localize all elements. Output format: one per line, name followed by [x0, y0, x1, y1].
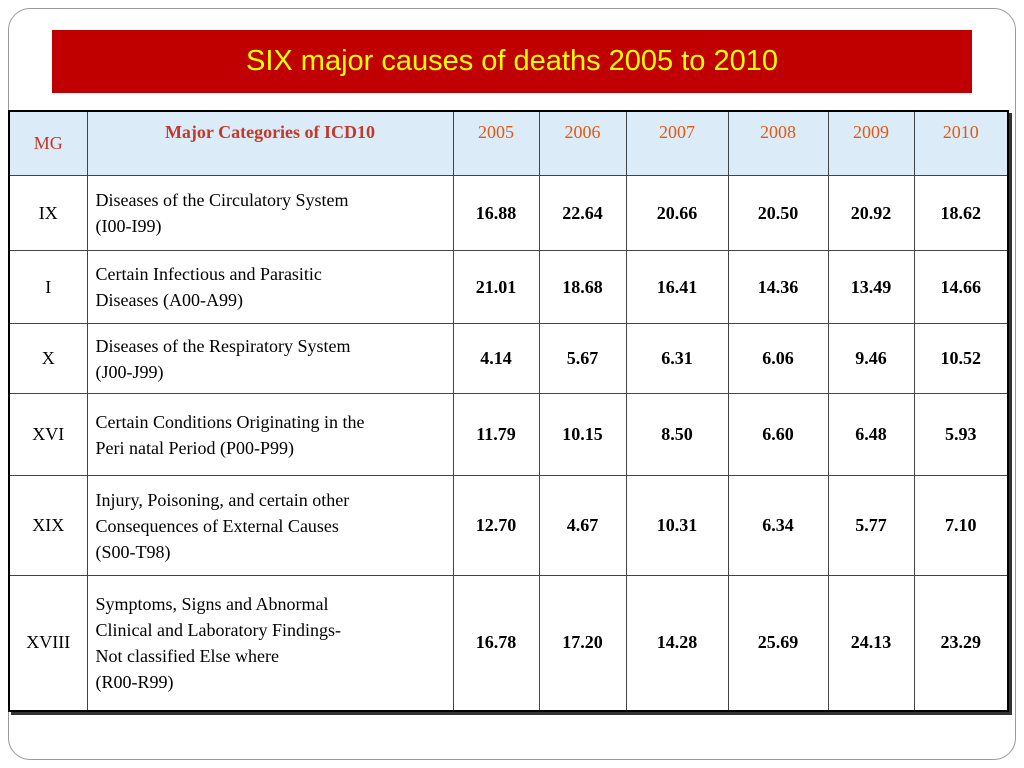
value-cell: 16.88: [452, 175, 540, 251]
value-cell: 14.36: [727, 250, 829, 324]
mg-cell: XIX: [8, 475, 88, 576]
value-cell: 14.66: [913, 250, 1009, 324]
mg-cell: IX: [8, 175, 88, 251]
table-row: XIX Injury, Poisoning, and certain other …: [8, 475, 1009, 576]
value-cell: 20.66: [625, 175, 729, 251]
value-cell: 4.14: [452, 323, 540, 394]
value-cell: 7.10: [913, 475, 1009, 576]
category-cell: Diseases of the Circulatory System (I00-…: [86, 175, 454, 251]
value-cell: 4.67: [538, 475, 627, 576]
value-cell: 8.50: [625, 393, 729, 476]
header-cell: 2007: [625, 110, 729, 176]
value-cell: 6.60: [727, 393, 829, 476]
header-cell: 2005: [452, 110, 540, 176]
value-cell: 25.69: [727, 575, 829, 711]
value-cell: 12.70: [452, 475, 540, 576]
value-cell: 10.52: [913, 323, 1009, 394]
value-cell: 20.92: [827, 175, 915, 251]
value-cell: 6.31: [625, 323, 729, 394]
value-cell: 20.50: [727, 175, 829, 251]
table-row: I Certain Infectious and Parasitic Diseas…: [8, 250, 1009, 324]
mg-cell: X: [8, 323, 88, 394]
value-cell: 14.28: [625, 575, 729, 711]
value-cell: 16.41: [625, 250, 729, 324]
value-cell: 17.20: [538, 575, 627, 711]
mg-cell: XVI: [8, 393, 88, 476]
header-cell: MG: [8, 110, 88, 176]
value-cell: 9.46: [827, 323, 915, 394]
value-cell: 22.64: [538, 175, 627, 251]
header-row: MG Major Categories of ICD10 2005 2006 2007 2…: [8, 110, 1009, 176]
header-cell: 2008: [727, 110, 829, 176]
title-banner: SIX major causes of deaths 2005 to 2010: [52, 30, 972, 93]
category-cell: Symptoms, Signs and Abnormal Clinical an…: [86, 575, 454, 711]
category-cell: Injury, Poisoning, and certain other Con…: [86, 475, 454, 576]
table-row: X Diseases of the Respiratory System (J00…: [8, 323, 1009, 394]
category-cell: Diseases of the Respiratory System (J00-…: [86, 323, 454, 394]
value-cell: 13.49: [827, 250, 915, 324]
value-cell: 23.29: [913, 575, 1009, 711]
header-cell: Major Categories of ICD10: [86, 110, 454, 176]
table-row: XVI Certain Conditions Originating in the…: [8, 393, 1009, 476]
header-cell: 2006: [538, 110, 627, 176]
category-cell: Certain Infectious and Parasitic Disease…: [86, 250, 454, 324]
mg-cell: XVIII: [8, 575, 88, 711]
value-cell: 6.06: [727, 323, 829, 394]
header-cell: 2009: [827, 110, 915, 176]
value-cell: 6.48: [827, 393, 915, 476]
value-cell: 5.67: [538, 323, 627, 394]
value-cell: 18.68: [538, 250, 627, 324]
value-cell: 6.34: [727, 475, 829, 576]
value-cell: 11.79: [452, 393, 540, 476]
value-cell: 5.77: [827, 475, 915, 576]
table-row: XVIII Symptoms, Signs and Abnormal Clinic…: [8, 575, 1009, 711]
category-cell: Certain Conditions Originating in the Pe…: [86, 393, 454, 476]
value-cell: 24.13: [827, 575, 915, 711]
value-cell: 10.15: [538, 393, 627, 476]
value-cell: 21.01: [452, 250, 540, 324]
title: SIX major causes of deaths 2005 to 2010: [245, 45, 778, 77]
table-row: IX Diseases of the Circulatory System (I0…: [8, 175, 1009, 251]
mg-cell: I: [8, 250, 88, 324]
value-cell: 16.78: [452, 575, 540, 711]
value-cell: 5.93: [913, 393, 1009, 476]
value-cell: 10.31: [625, 475, 729, 576]
value-cell: 18.62: [913, 175, 1009, 251]
table: MG Major Categories of ICD10 2005 2006 2007 2…: [8, 110, 1009, 712]
header-cell: 2010: [913, 110, 1009, 176]
table-body: IX Diseases of the Circulatory System (I0…: [8, 175, 1009, 711]
